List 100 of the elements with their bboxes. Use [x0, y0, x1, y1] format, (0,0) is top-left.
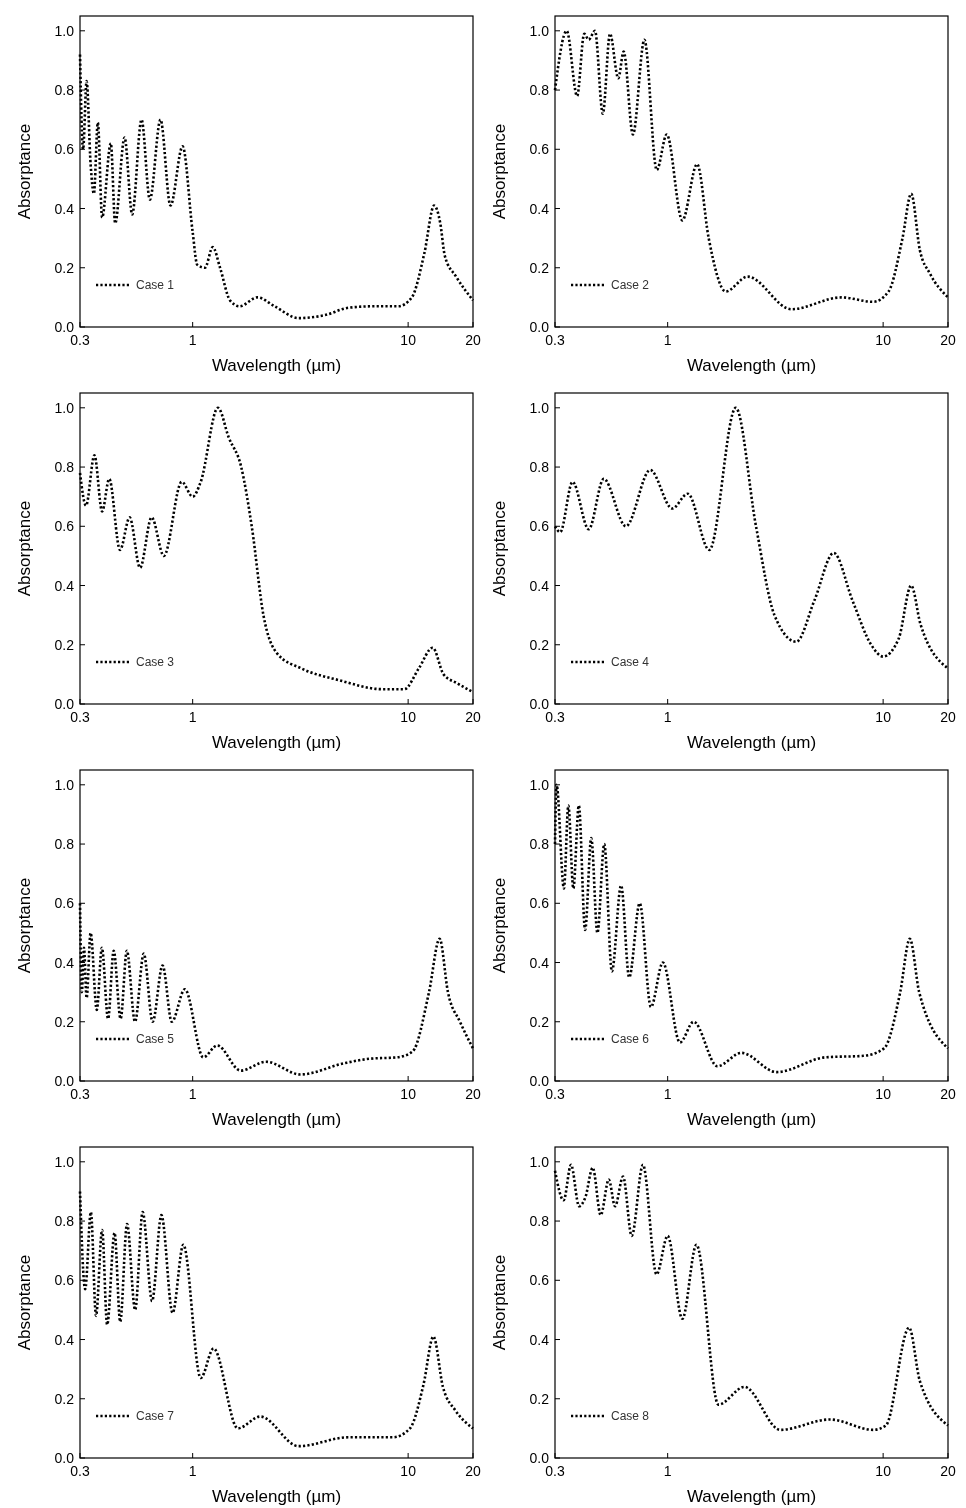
x-tick-label: 1 [663, 1086, 672, 1102]
y-tick-label: 1.0 [54, 399, 75, 416]
y-tick-label: 0.6 [529, 895, 550, 912]
y-tick-label: 0.4 [54, 200, 75, 217]
y-tick-label: 0.2 [54, 1390, 75, 1407]
y-tick-label: 0.2 [54, 1013, 75, 1030]
y-tick-label: 0.2 [529, 1390, 550, 1407]
x-tick-label: 20 [940, 1463, 956, 1479]
legend-label: Case 8 [611, 1409, 650, 1423]
x-tick-label: 0.3 [70, 709, 90, 725]
y-tick-label: 0.4 [529, 577, 550, 594]
x-axis-title: Wavelength (µm) [211, 1110, 342, 1129]
x-tick-label: 1 [188, 1463, 197, 1479]
x-tick-label: 10 [875, 709, 892, 725]
y-tick-label: 0.6 [529, 518, 550, 535]
x-axis-title: Wavelength (µm) [686, 1110, 817, 1129]
legend-label: Case 1 [136, 278, 175, 292]
legend-label: Case 3 [136, 655, 175, 669]
x-axis-title: Wavelength (µm) [686, 356, 817, 375]
y-tick-label: 0.0 [529, 1450, 550, 1466]
x-tick-label: 0.3 [70, 332, 90, 348]
x-tick-label: 1 [188, 709, 197, 725]
x-tick-label: 20 [465, 1463, 481, 1479]
y-tick-label: 0.0 [54, 319, 75, 335]
y-tick-label: 1.0 [54, 776, 75, 793]
y-tick-label: 0.4 [54, 954, 75, 971]
y-tick-label: 0.2 [54, 259, 75, 276]
x-axis-title: Wavelength (µm) [686, 733, 817, 752]
x-tick-label: 1 [663, 709, 672, 725]
x-tick-label: 0.3 [70, 1086, 90, 1102]
x-tick-label: 10 [400, 332, 417, 348]
y-tick-label: 0.6 [529, 1272, 550, 1289]
y-tick-label: 0.6 [54, 1272, 75, 1289]
x-tick-label: 1 [663, 1463, 672, 1479]
y-axis-title: Absorptance [15, 877, 34, 974]
y-axis-title: Absorptance [490, 1254, 509, 1351]
y-tick-label: 0.8 [529, 836, 550, 853]
y-tick-label: 0.6 [54, 141, 75, 158]
y-tick-label: 0.2 [529, 636, 550, 653]
x-tick-label: 10 [875, 1463, 892, 1479]
y-tick-label: 0.0 [529, 1073, 550, 1089]
y-tick-label: 0.2 [529, 1013, 550, 1030]
x-tick-label: 20 [465, 1086, 481, 1102]
x-tick-label: 0.3 [545, 709, 565, 725]
x-tick-label: 20 [940, 709, 956, 725]
x-axis-title: Wavelength (µm) [211, 1487, 342, 1506]
y-tick-label: 0.0 [54, 1073, 75, 1089]
x-tick-label: 1 [188, 332, 197, 348]
x-tick-label: 20 [465, 709, 481, 725]
x-tick-label: 10 [875, 332, 892, 348]
y-axis-title: Absorptance [490, 500, 509, 597]
x-tick-label: 1 [663, 332, 672, 348]
y-tick-label: 1.0 [529, 776, 550, 793]
x-tick-label: 20 [465, 332, 481, 348]
x-tick-label: 0.3 [545, 1086, 565, 1102]
y-tick-label: 0.0 [529, 319, 550, 335]
y-tick-label: 0.6 [54, 895, 75, 912]
y-axis-title: Absorptance [490, 123, 509, 220]
x-tick-label: 20 [940, 1086, 956, 1102]
y-tick-label: 0.8 [54, 459, 75, 476]
y-tick-label: 0.8 [54, 836, 75, 853]
y-axis-title: Absorptance [15, 123, 34, 220]
legend-label: Case 7 [136, 1409, 175, 1423]
y-tick-label: 0.8 [54, 82, 75, 99]
legend-label: Case 5 [136, 1032, 175, 1046]
x-tick-label: 10 [875, 1086, 892, 1102]
y-axis-title: Absorptance [490, 877, 509, 974]
y-tick-label: 0.0 [54, 1450, 75, 1466]
x-tick-label: 0.3 [545, 332, 565, 348]
legend-label: Case 4 [611, 655, 650, 669]
x-tick-label: 0.3 [70, 1463, 90, 1479]
x-tick-label: 20 [940, 332, 956, 348]
x-tick-label: 1 [188, 1086, 197, 1102]
y-tick-label: 1.0 [54, 22, 75, 39]
y-tick-label: 0.4 [529, 1331, 550, 1348]
y-tick-label: 0.4 [54, 1331, 75, 1348]
x-tick-label: 10 [400, 1086, 417, 1102]
x-axis-title: Wavelength (µm) [211, 733, 342, 752]
y-tick-label: 0.8 [529, 1213, 550, 1230]
y-tick-label: 1.0 [529, 399, 550, 416]
y-tick-label: 0.0 [54, 696, 75, 712]
y-tick-label: 0.6 [54, 518, 75, 535]
y-tick-label: 1.0 [529, 1153, 550, 1170]
x-axis-title: Wavelength (µm) [686, 1487, 817, 1506]
y-tick-label: 0.6 [529, 141, 550, 158]
legend-label: Case 2 [611, 278, 650, 292]
y-tick-label: 0.2 [529, 259, 550, 276]
y-tick-label: 0.0 [529, 696, 550, 712]
y-tick-label: 1.0 [54, 1153, 75, 1170]
y-tick-label: 1.0 [529, 22, 550, 39]
y-tick-label: 0.4 [529, 954, 550, 971]
y-tick-label: 0.2 [54, 636, 75, 653]
y-tick-label: 0.8 [54, 1213, 75, 1230]
y-tick-label: 0.8 [529, 82, 550, 99]
x-axis-title: Wavelength (µm) [211, 356, 342, 375]
y-tick-label: 0.4 [54, 577, 75, 594]
y-tick-label: 0.8 [529, 459, 550, 476]
y-axis-title: Absorptance [15, 500, 34, 597]
y-axis-title: Absorptance [15, 1254, 34, 1351]
y-tick-label: 0.4 [529, 200, 550, 217]
